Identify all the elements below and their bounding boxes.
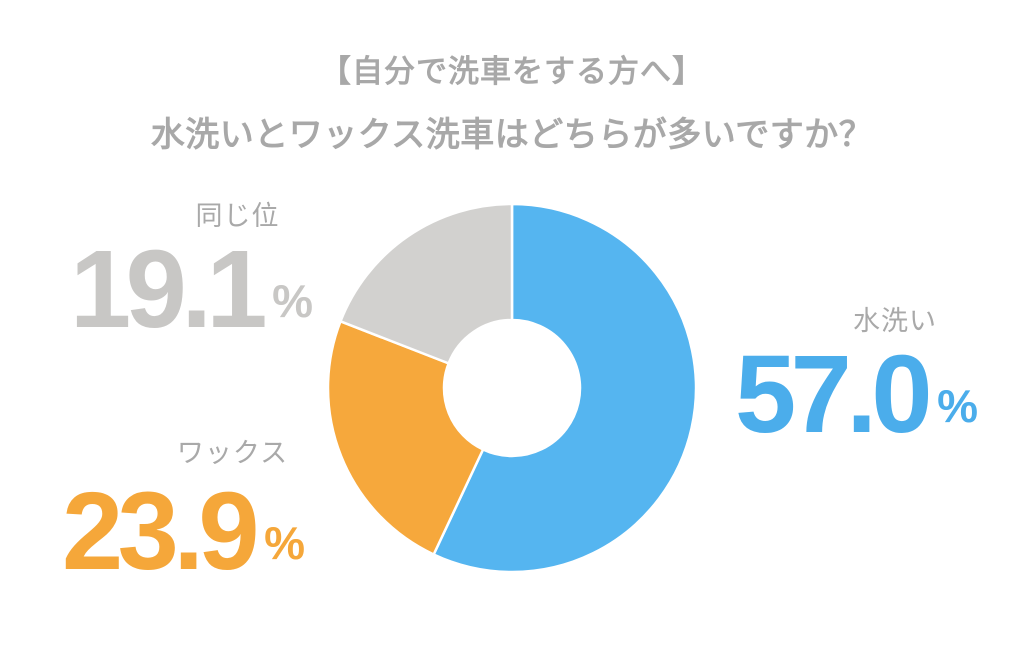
chart-title-line1: 【自分で洗車をする方へ】	[320, 54, 704, 89]
stat-number-mizuarai: 57.0	[735, 333, 933, 456]
donut-chart	[326, 202, 698, 574]
chart-title: 【自分で洗車をする方へ】 水洗いとワックス洗車はどちらが多いですか？	[0, 46, 1024, 156]
stat-number-onajikurai: 19.1	[70, 228, 268, 351]
slice-label-mizuarai: 水洗い	[853, 306, 937, 336]
stat-value-mizuarai: 57.0%	[735, 340, 978, 450]
stat-value-onajikurai: 19.1%	[70, 235, 313, 345]
slice-label-wax: ワックス	[176, 438, 289, 468]
donut-slice-0	[432, 202, 698, 574]
donut-slice-1	[326, 320, 485, 556]
slice-label-onajikurai: 同じ位	[195, 201, 280, 231]
stat-percent-wax: %	[264, 517, 305, 569]
donut-slice-2	[339, 202, 514, 365]
donut-chart-container	[322, 198, 702, 578]
chart-title-line2: 水洗いとワックス洗車はどちらが多いですか？	[150, 116, 874, 154]
stat-value-wax: 23.9%	[62, 477, 305, 587]
stat-percent-onajikurai: %	[272, 275, 313, 327]
stat-percent-mizuarai: %	[937, 380, 978, 432]
stat-number-wax: 23.9	[62, 470, 260, 593]
